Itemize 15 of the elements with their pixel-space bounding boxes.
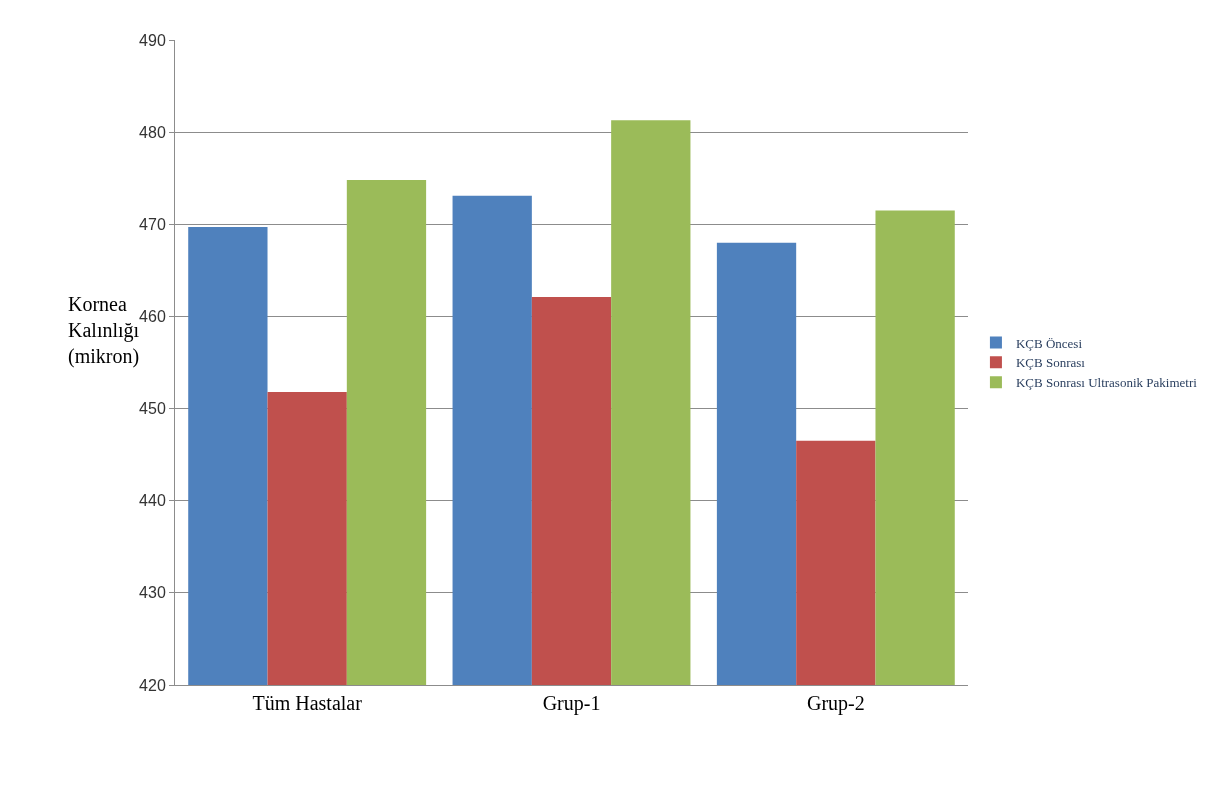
x-tick-label: Grup-1 [542,692,601,715]
x-tick-label: Tüm Hastalar [252,692,363,714]
y-tick-label: 460 [139,308,166,326]
y-tick-label: 440 [139,492,166,510]
y-tick-label: 470 [139,215,166,233]
legend-label: KÇB Sonrası [1015,355,1086,371]
y-tick-label: 480 [139,123,166,141]
legend-label: KÇB Öncesi [1015,335,1083,351]
x-tick-label: Grup-2 [806,692,865,715]
y-tick-label: 490 [139,31,166,49]
y-tick-label: 420 [139,676,166,694]
y-tick-label: 430 [139,584,166,602]
y-tick-label: 450 [139,400,166,418]
y-axis-title: Kornea Kalınlığı (mikron) [68,293,140,368]
legend-label: KÇB Sonrası Ultrasonik Pakimetri [1015,375,1198,391]
